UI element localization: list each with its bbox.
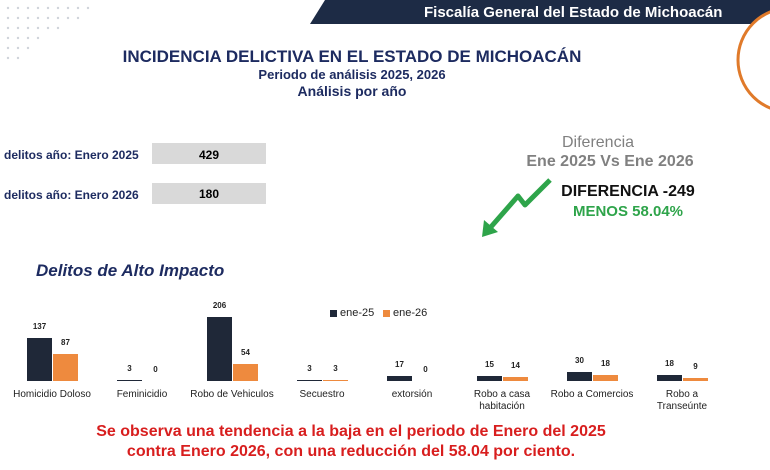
value-label: 14 bbox=[511, 360, 520, 370]
bar bbox=[53, 353, 78, 381]
bar bbox=[567, 371, 592, 381]
subtitle: Análisis por año bbox=[297, 83, 407, 99]
box bbox=[152, 183, 266, 204]
bar bbox=[477, 376, 502, 381]
value-label: 30 bbox=[575, 355, 584, 365]
diff-percent: MENOS 58.04% bbox=[572, 203, 684, 220]
x-tick-label: Feminicidio bbox=[116, 389, 168, 400]
bar bbox=[297, 380, 322, 381]
value-label: 0 bbox=[153, 365, 158, 374]
row-label: delitos año: Enero 2026 bbox=[4, 188, 139, 202]
x-tick-label: Secuestro bbox=[299, 389, 345, 400]
footer-line: contra Enero 2026, con una reducción del… bbox=[126, 443, 576, 460]
legend-label: ene-26 bbox=[393, 307, 428, 319]
legend-label: ene-25 bbox=[340, 307, 375, 319]
trend-arrow bbox=[488, 178, 552, 230]
value-label: 18 bbox=[601, 359, 610, 369]
legend-swatch bbox=[383, 310, 390, 317]
value-label: 0 bbox=[423, 365, 428, 374]
x-tick-label: Robo a casa habitación bbox=[473, 389, 531, 412]
value-label: 137 bbox=[32, 322, 47, 332]
arrow-head bbox=[482, 220, 498, 237]
value-label: 3 bbox=[127, 364, 132, 374]
value-label: 87 bbox=[61, 337, 70, 347]
bar bbox=[593, 375, 618, 381]
x-tick-label: Homicidio Doloso bbox=[13, 389, 91, 400]
value-label: 3 bbox=[333, 364, 338, 374]
value-label: 54 bbox=[241, 348, 250, 358]
bar bbox=[207, 317, 232, 381]
diff-value: DIFERENCIA -249 bbox=[561, 183, 695, 200]
legend-swatch bbox=[330, 310, 337, 317]
value-label: 17 bbox=[395, 359, 404, 369]
diff-title: Diferencia bbox=[561, 134, 635, 151]
row-value: 429 bbox=[198, 148, 220, 162]
logo bbox=[736, 10, 770, 110]
banner-text: Fiscalía General del Estado de Michoacán bbox=[424, 4, 723, 21]
bar bbox=[233, 364, 258, 381]
bar bbox=[657, 375, 682, 381]
value-label: 18 bbox=[665, 359, 674, 369]
value-label: 15 bbox=[485, 360, 494, 370]
bar bbox=[117, 380, 142, 381]
subtitle: Periodo de análisis 2025, 2026 bbox=[258, 67, 446, 82]
x-tick-label: Robo a Transeúnte bbox=[656, 389, 708, 412]
banner bbox=[310, 0, 770, 24]
title: INCIDENCIA DELICTIVA EN EL ESTADO DE MIC… bbox=[122, 47, 582, 66]
value-label: 9 bbox=[693, 362, 698, 372]
x-tick-label: Robo de Vehiculos bbox=[190, 389, 274, 400]
diff-period: Ene 2025 Vs Ene 2026 bbox=[526, 153, 694, 170]
x-tick-label: Robo a Comercios bbox=[550, 389, 634, 400]
bar bbox=[27, 338, 52, 381]
box bbox=[152, 143, 266, 164]
footer-line: Se observa una tendencia a la baja en el… bbox=[96, 423, 606, 440]
x-tick-label: extorsión bbox=[391, 389, 433, 400]
dot-pattern bbox=[6, 6, 90, 60]
value-label: 206 bbox=[212, 301, 227, 310]
bar bbox=[323, 380, 348, 381]
row-value: 180 bbox=[198, 187, 220, 201]
bar bbox=[387, 375, 412, 381]
row-label: delitos año: Enero 2025 bbox=[4, 148, 139, 162]
bar bbox=[683, 378, 708, 381]
chart-title: Delitos de Alto Impacto bbox=[36, 261, 225, 280]
chart: ene-25 ene-26 Homicidio Doloso 137 87 Feminic… bbox=[13, 301, 708, 412]
value-label: 3 bbox=[307, 364, 312, 374]
bar bbox=[503, 376, 528, 381]
